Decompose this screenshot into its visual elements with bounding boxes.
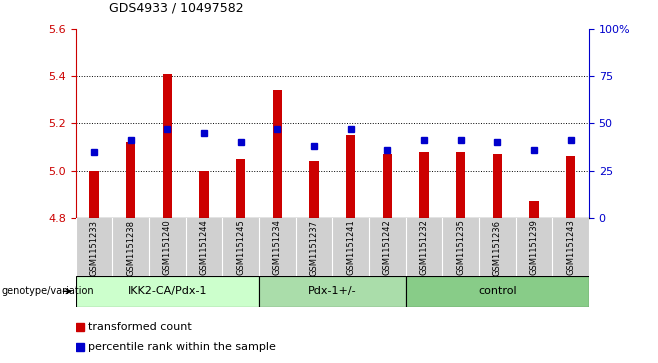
Text: GSM1151235: GSM1151235 [456, 220, 465, 276]
Text: genotype/variation: genotype/variation [2, 286, 95, 296]
Bar [419, 152, 428, 218]
Bar [405, 276, 589, 307]
Text: GSM1151232: GSM1151232 [419, 220, 428, 276]
Text: IKK2-CA/Pdx-1: IKK2-CA/Pdx-1 [128, 286, 207, 296]
Text: GSM1151236: GSM1151236 [493, 220, 502, 276]
Bar [383, 154, 392, 218]
Text: GSM1151243: GSM1151243 [566, 220, 575, 276]
Bar [199, 171, 209, 218]
Text: GSM1151242: GSM1151242 [383, 220, 392, 275]
Bar [566, 156, 575, 218]
Text: GSM1151239: GSM1151239 [530, 220, 538, 276]
Bar [456, 152, 465, 218]
Text: GSM1151237: GSM1151237 [309, 220, 318, 276]
Text: GSM1151240: GSM1151240 [163, 220, 172, 275]
Text: GSM1151241: GSM1151241 [346, 220, 355, 275]
Text: GSM1151233: GSM1151233 [89, 220, 99, 276]
Text: Pdx-1+/-: Pdx-1+/- [308, 286, 357, 296]
Text: GSM1151238: GSM1151238 [126, 220, 135, 276]
Bar [529, 201, 538, 218]
Text: GDS4933 / 10497582: GDS4933 / 10497582 [109, 1, 243, 15]
Text: GSM1151245: GSM1151245 [236, 220, 245, 275]
Bar [346, 135, 355, 218]
Bar [126, 142, 136, 218]
Bar [272, 90, 282, 218]
Bar [259, 276, 405, 307]
Text: percentile rank within the sample: percentile rank within the sample [88, 342, 276, 352]
Bar [76, 276, 259, 307]
Bar [236, 159, 245, 218]
Text: GSM1151244: GSM1151244 [199, 220, 209, 275]
Bar [493, 154, 502, 218]
Bar [89, 171, 99, 218]
Text: transformed count: transformed count [88, 322, 191, 332]
Bar [163, 74, 172, 218]
Text: GSM1151234: GSM1151234 [273, 220, 282, 276]
Text: control: control [478, 286, 517, 296]
Bar [309, 161, 318, 218]
